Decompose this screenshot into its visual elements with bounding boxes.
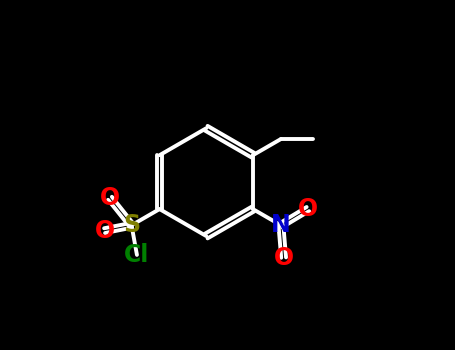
Text: O: O [100,186,120,210]
Text: O: O [95,219,115,243]
Text: O: O [298,197,318,221]
Text: S: S [123,213,140,237]
Text: Cl: Cl [124,243,150,267]
Text: O: O [273,246,293,270]
Text: N: N [271,213,291,237]
